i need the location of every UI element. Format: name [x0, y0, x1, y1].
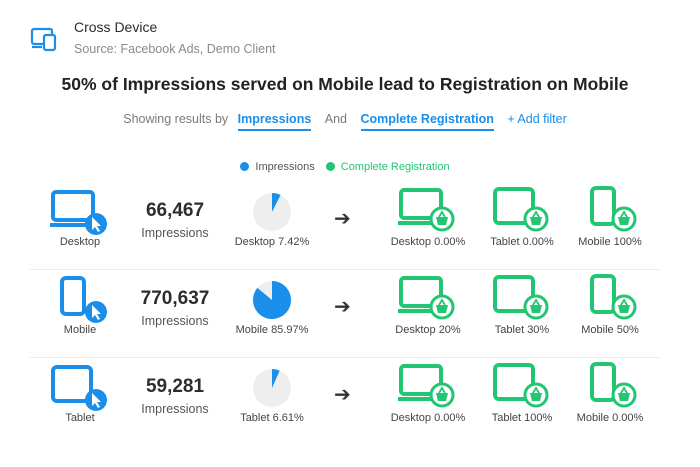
pie-slice — [272, 193, 281, 212]
registration-label: Mobile 50% — [581, 324, 639, 336]
add-filter-button[interactable]: + Add filter — [507, 112, 567, 126]
tablet-basket-icon — [493, 187, 549, 232]
impressions-count: 59,281 — [145, 376, 205, 397]
row-divider — [30, 357, 660, 358]
pie-slice — [253, 281, 292, 319]
right-arrow-icon: ➔ — [334, 384, 351, 406]
legend-label-registration: Complete Registration — [340, 161, 450, 173]
mobile-basket-icon — [590, 186, 637, 232]
tablet-basket-icon — [493, 363, 549, 408]
impressions-count: 66,467 — [145, 200, 205, 221]
impressions-share-label: Desktop 7.42% — [234, 236, 310, 248]
impressions-share-label: Mobile 85.97% — [235, 324, 309, 336]
device-row-tablet: Tablet 59,281 Impressions Tablet 6.61% ➔… — [30, 360, 660, 448]
legend-item-registration: Complete Registration — [325, 161, 450, 173]
desktop-basket-icon — [398, 188, 455, 232]
widget-header: Cross Device Source: Facebook Ads, Demo … — [30, 18, 276, 58]
impressions-count-label: Impressions — [141, 314, 209, 328]
impressions-count-label: Impressions — [141, 226, 209, 240]
widget-title: Cross Device — [74, 19, 158, 35]
device-row-mobile: Mobile 770,637 Impressions Mobile 85.97%… — [30, 272, 660, 360]
filter-bar: Showing results by Impressions And Compl… — [0, 112, 690, 131]
registration-label: Desktop 0.00% — [390, 236, 466, 248]
impressions-count-label: Impressions — [141, 402, 209, 416]
filter-and: And — [324, 112, 348, 126]
registration-label: Tablet 0.00% — [490, 236, 554, 248]
impressions-count: 770,637 — [140, 288, 210, 309]
legend-dot-blue — [240, 162, 250, 171]
filter-impressions[interactable]: Impressions — [237, 112, 312, 131]
legend-label-impressions: Impressions — [255, 161, 315, 173]
pie-slice — [272, 369, 280, 388]
registration-label: Desktop 20% — [395, 324, 461, 336]
registration-label: Tablet 100% — [491, 412, 553, 424]
filter-complete-registration[interactable]: Complete Registration — [360, 112, 494, 131]
filter-prefix: Showing results by — [123, 112, 229, 126]
desktop-cursor-icon — [50, 190, 107, 235]
device-label: Desktop — [59, 236, 101, 248]
mobile-basket-icon — [590, 274, 637, 320]
mobile-cursor-icon — [60, 276, 107, 323]
device-label: Tablet — [65, 412, 95, 424]
row-divider — [30, 269, 660, 270]
impressions-share-pie — [253, 193, 291, 231]
widget-source: Source: Facebook Ads, Demo Client — [74, 42, 276, 56]
registration-label: Mobile 0.00% — [576, 412, 644, 424]
legend-item-impressions: Impressions — [240, 161, 317, 173]
registration-label: Tablet 30% — [494, 324, 550, 336]
device-row-desktop: Desktop 66,467 Impressions Desktop 7.42%… — [30, 184, 660, 272]
impressions-share-label: Tablet 6.61% — [240, 412, 304, 424]
headline: 50% of Impressions served on Mobile lead… — [61, 74, 629, 94]
impressions-share-pie — [253, 369, 291, 407]
desktop-basket-icon — [398, 364, 455, 408]
registration-label: Mobile 100% — [578, 236, 642, 248]
desktop-basket-icon — [398, 276, 455, 320]
registration-label: Desktop 0.00% — [390, 412, 466, 424]
right-arrow-icon: ➔ — [334, 208, 351, 230]
tablet-basket-icon — [493, 275, 549, 320]
mobile-basket-icon — [590, 362, 637, 408]
device-label: Mobile — [63, 324, 97, 336]
impressions-share-pie — [253, 281, 292, 319]
right-arrow-icon: ➔ — [334, 296, 351, 318]
tablet-cursor-icon — [51, 365, 107, 411]
legend: Impressions Complete Registration — [0, 161, 690, 173]
legend-dot-green — [325, 162, 335, 171]
cross-device-icon — [30, 27, 57, 52]
